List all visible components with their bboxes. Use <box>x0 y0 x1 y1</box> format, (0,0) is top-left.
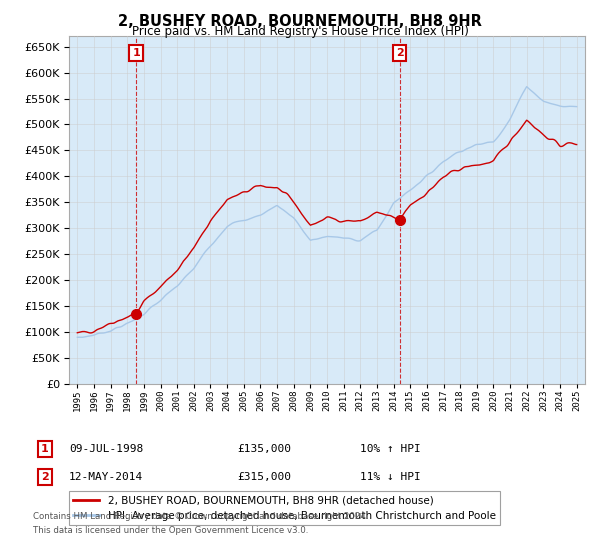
Text: Contains HM Land Registry data © Crown copyright and database right 2024.: Contains HM Land Registry data © Crown c… <box>33 512 368 521</box>
Text: 09-JUL-1998: 09-JUL-1998 <box>69 444 143 454</box>
Text: 2: 2 <box>41 472 49 482</box>
Legend: 2, BUSHEY ROAD, BOURNEMOUTH, BH8 9HR (detached house), HPI: Average price, detac: 2, BUSHEY ROAD, BOURNEMOUTH, BH8 9HR (de… <box>69 491 500 525</box>
Text: 1: 1 <box>41 444 49 454</box>
Text: 2, BUSHEY ROAD, BOURNEMOUTH, BH8 9HR: 2, BUSHEY ROAD, BOURNEMOUTH, BH8 9HR <box>118 14 482 29</box>
Text: 12-MAY-2014: 12-MAY-2014 <box>69 472 143 482</box>
Text: 10% ↑ HPI: 10% ↑ HPI <box>360 444 421 454</box>
Text: 2: 2 <box>395 48 403 58</box>
Text: This data is licensed under the Open Government Licence v3.0.: This data is licensed under the Open Gov… <box>33 526 308 535</box>
Text: 11% ↓ HPI: 11% ↓ HPI <box>360 472 421 482</box>
Text: 1: 1 <box>132 48 140 58</box>
Text: £135,000: £135,000 <box>237 444 291 454</box>
Text: £315,000: £315,000 <box>237 472 291 482</box>
Text: Price paid vs. HM Land Registry's House Price Index (HPI): Price paid vs. HM Land Registry's House … <box>131 25 469 38</box>
